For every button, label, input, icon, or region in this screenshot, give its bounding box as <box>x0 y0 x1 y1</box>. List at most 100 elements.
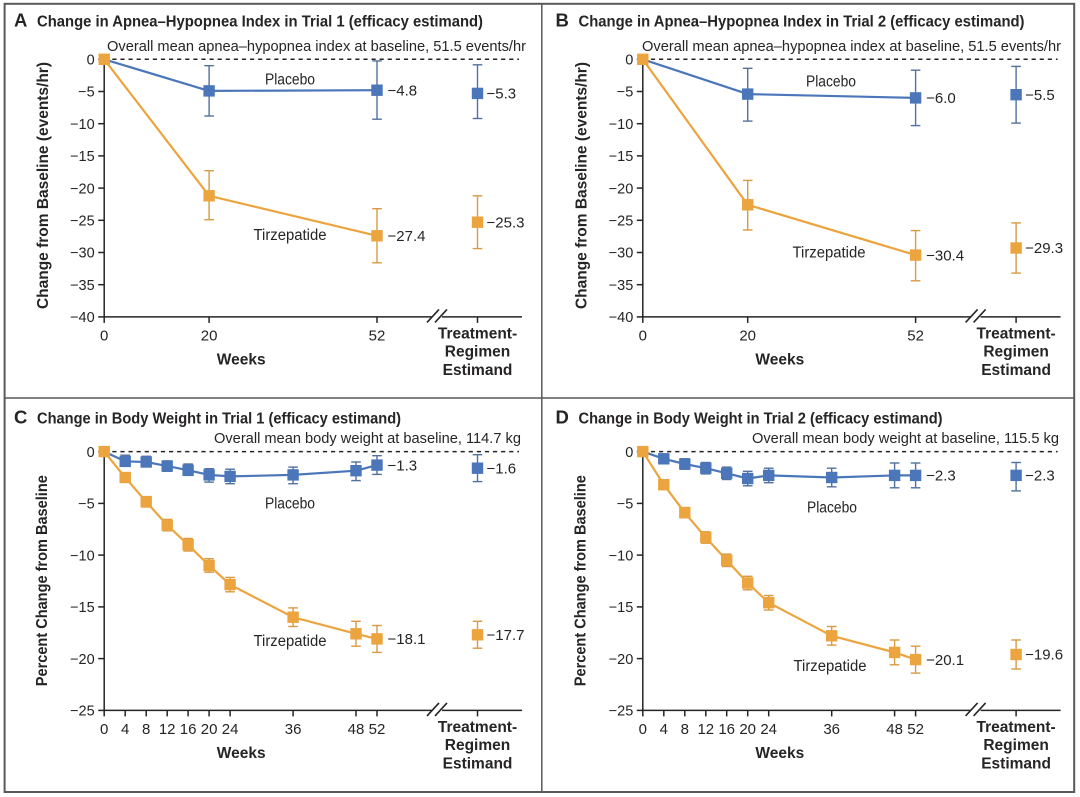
svg-text:Overall mean body weight at ba: Overall mean body weight at baseline, 11… <box>214 430 521 447</box>
svg-text:−5: −5 <box>617 497 634 513</box>
svg-text:8: 8 <box>681 721 689 738</box>
svg-text:Overall mean apnea–hypopnea in: Overall mean apnea–hypopnea index at bas… <box>642 38 1061 55</box>
svg-text:−17.7: −17.7 <box>487 627 525 644</box>
svg-text:−10: −10 <box>70 548 95 564</box>
svg-text:24: 24 <box>222 721 239 738</box>
svg-text:16: 16 <box>180 721 197 738</box>
svg-text:Overall mean apnea–hypopnea in: Overall mean apnea–hypopnea index at bas… <box>107 38 526 55</box>
svg-text:Treatment-: Treatment- <box>976 719 1055 736</box>
svg-text:−5.5: −5.5 <box>1025 87 1055 104</box>
svg-text:−19.6: −19.6 <box>1025 647 1063 664</box>
svg-text:Change in Body Weight in Trial: Change in Body Weight in Trial 1 (effica… <box>37 411 401 428</box>
svg-text:Weeks: Weeks <box>755 351 804 368</box>
svg-text:Placebo: Placebo <box>806 74 856 91</box>
svg-text:Weeks: Weeks <box>217 745 266 762</box>
svg-text:Percent Change from Baseline: Percent Change from Baseline <box>573 475 590 686</box>
svg-text:−20: −20 <box>70 181 95 197</box>
svg-text:20: 20 <box>739 721 756 738</box>
svg-text:−6.0: −6.0 <box>926 90 956 107</box>
svg-text:4: 4 <box>121 721 129 738</box>
svg-text:0: 0 <box>87 53 95 69</box>
svg-text:Tirzepatide: Tirzepatide <box>254 633 327 650</box>
svg-text:24: 24 <box>760 721 777 738</box>
svg-text:Treatment-: Treatment- <box>438 325 517 342</box>
svg-text:36: 36 <box>285 721 302 738</box>
svg-text:Change from Baseline (events/h: Change from Baseline (events/hr) <box>574 62 591 309</box>
svg-text:−15: −15 <box>609 600 634 616</box>
svg-text:Change from Baseline (events/h: Change from Baseline (events/hr) <box>35 62 52 309</box>
svg-text:Placebo: Placebo <box>807 500 857 517</box>
svg-text:−4.8: −4.8 <box>388 82 418 99</box>
svg-text:−20.1: −20.1 <box>926 652 964 669</box>
svg-text:−5: −5 <box>617 85 634 101</box>
svg-text:52: 52 <box>369 327 386 344</box>
svg-text:Estimand: Estimand <box>443 756 513 773</box>
svg-text:Weeks: Weeks <box>755 745 804 762</box>
svg-text:−5: −5 <box>78 85 95 101</box>
svg-text:−30: −30 <box>609 246 634 262</box>
svg-text:Overall mean body weight at ba: Overall mean body weight at baseline, 11… <box>752 430 1059 447</box>
svg-text:36: 36 <box>823 721 840 738</box>
svg-text:Regimen: Regimen <box>445 344 510 361</box>
svg-text:20: 20 <box>201 327 218 344</box>
svg-text:−25: −25 <box>609 214 634 230</box>
svg-text:Placebo: Placebo <box>265 72 315 89</box>
svg-text:−10: −10 <box>70 117 95 133</box>
svg-text:52: 52 <box>907 721 924 738</box>
svg-text:Tirzepatide: Tirzepatide <box>794 658 867 675</box>
svg-text:−25: −25 <box>609 704 634 720</box>
svg-text:Treatment-: Treatment- <box>976 325 1055 342</box>
svg-text:Regimen: Regimen <box>983 344 1048 361</box>
svg-text:−40: −40 <box>70 310 95 326</box>
svg-text:−20: −20 <box>609 652 634 668</box>
svg-text:−1.6: −1.6 <box>487 460 517 477</box>
svg-text:−5.3: −5.3 <box>487 86 517 103</box>
svg-text:Tirzepatide: Tirzepatide <box>793 245 866 262</box>
svg-text:−15: −15 <box>70 600 95 616</box>
svg-text:−40: −40 <box>609 310 634 326</box>
svg-text:4: 4 <box>660 721 668 738</box>
svg-text:C: C <box>14 407 27 428</box>
svg-text:−30.4: −30.4 <box>926 247 964 264</box>
svg-text:Regimen: Regimen <box>445 737 510 754</box>
svg-text:−27.4: −27.4 <box>388 228 426 245</box>
svg-text:Treatment-: Treatment- <box>438 719 517 736</box>
svg-text:12: 12 <box>697 721 714 738</box>
svg-text:0: 0 <box>625 445 633 461</box>
svg-text:Percent Change from Baseline: Percent Change from Baseline <box>34 475 51 686</box>
svg-text:Change in Apnea–Hypopnea Index: Change in Apnea–Hypopnea Index in Trial … <box>579 14 1025 31</box>
svg-text:B: B <box>556 10 569 31</box>
svg-text:A: A <box>14 10 27 31</box>
svg-text:0: 0 <box>100 721 108 738</box>
svg-text:−30: −30 <box>70 246 95 262</box>
svg-text:D: D <box>556 407 569 428</box>
svg-text:Regimen: Regimen <box>983 737 1048 754</box>
svg-text:0: 0 <box>100 327 108 344</box>
svg-text:Estimand: Estimand <box>443 362 513 379</box>
svg-text:20: 20 <box>739 327 756 344</box>
svg-text:Tirzepatide: Tirzepatide <box>254 227 327 244</box>
svg-text:Change in Body Weight in Trial: Change in Body Weight in Trial 2 (effica… <box>579 411 943 428</box>
svg-text:Estimand: Estimand <box>981 362 1051 379</box>
svg-text:−5: −5 <box>78 497 95 513</box>
svg-text:−2.3: −2.3 <box>926 468 956 485</box>
svg-text:−18.1: −18.1 <box>388 631 426 648</box>
svg-text:Estimand: Estimand <box>981 756 1051 773</box>
svg-text:−25: −25 <box>70 214 95 230</box>
svg-text:52: 52 <box>907 327 924 344</box>
svg-text:48: 48 <box>886 721 903 738</box>
svg-text:−2.3: −2.3 <box>1025 468 1055 485</box>
svg-text:−25.3: −25.3 <box>487 214 525 231</box>
svg-text:Placebo: Placebo <box>265 496 315 513</box>
svg-text:−15: −15 <box>609 149 634 165</box>
svg-text:−15: −15 <box>70 149 95 165</box>
svg-text:−10: −10 <box>609 117 634 133</box>
svg-text:−10: −10 <box>609 548 634 564</box>
svg-text:8: 8 <box>142 721 150 738</box>
svg-text:0: 0 <box>625 53 633 69</box>
svg-text:48: 48 <box>348 721 365 738</box>
svg-text:−35: −35 <box>609 278 634 294</box>
svg-text:Change in Apnea–Hypopnea Index: Change in Apnea–Hypopnea Index in Trial … <box>37 14 483 31</box>
svg-text:12: 12 <box>159 721 176 738</box>
svg-text:16: 16 <box>718 721 735 738</box>
